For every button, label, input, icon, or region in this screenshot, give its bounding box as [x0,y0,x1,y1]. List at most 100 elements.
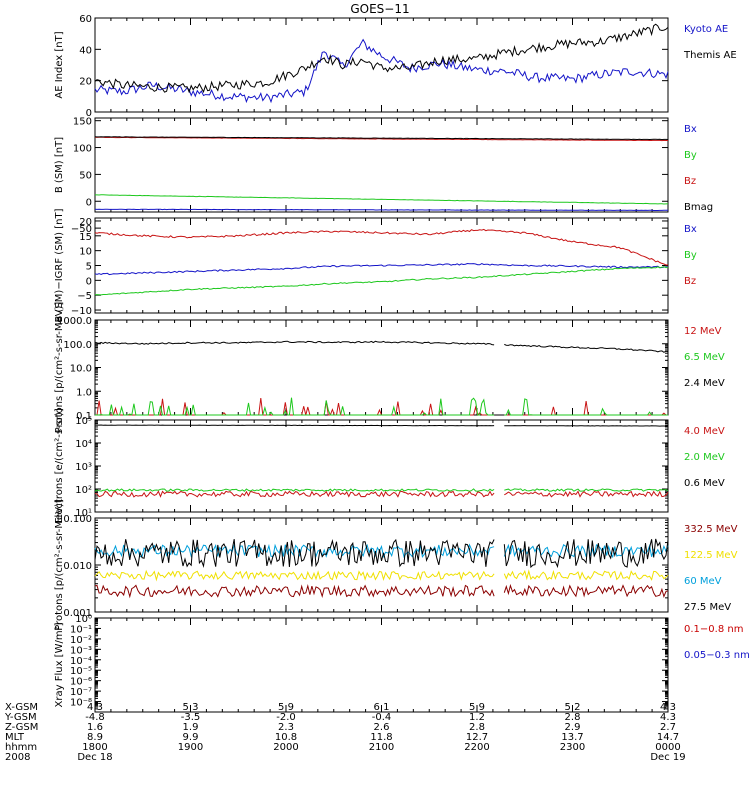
legend-entry: 6.5 MeV [684,352,725,363]
ephemeris-value: 1900 [178,742,203,753]
plot-title: GOES−11 [350,2,409,16]
ephemeris-value: 0000 [655,742,680,753]
series-line-4-0-mev [504,490,669,498]
series-line-122-5-mev [94,569,495,582]
y-tick-label: 10⁻⁶ [70,677,92,688]
y-tick-label: 10⁰ [75,614,92,625]
ephemeris-value: 2.9 [565,722,581,733]
series-line-2-0-mev [94,488,495,492]
series-line-kyoto-ae [94,38,669,104]
panel-2: 150 100 50 0 −50 B (SM) [nT] Bx By Bz Bmag [54,117,713,235]
y-tick-label: 5 [86,262,92,273]
y-tick-label: 0 [86,197,92,208]
ephemeris-value: 4.3 [87,702,103,713]
ephemeris-value: 10.8 [275,732,297,743]
series-line-332-5-mev [94,583,495,599]
ephemeris-value: 2.8 [469,722,485,733]
series-line-60-mev [503,543,669,559]
panel-4: 1000.0 100.0 10.0 1.0 0.1 Protons [p/(cm²-s-s… [54,302,725,434]
ephemeris-value: 5.3 [183,702,199,713]
ephemeris-value: 1.2 [469,712,485,723]
legend-entry: 122.5 MeV [684,550,738,561]
y-axis-label: AE Index [nT] [54,31,65,98]
y-tick-label: −50 [71,224,92,235]
legend-entry: 2.0 MeV [684,452,725,463]
ephemeris-value: 1.9 [183,722,199,733]
ephemeris-value: 11.8 [370,732,392,743]
ephemeris-value: 5.9 [278,702,294,713]
y-tick-label: 1000.0 [57,316,92,327]
ephemeris-value: 13.7 [561,732,583,743]
y-axis-label: Protons [p/(cm²-s-sr-MeV)] [54,302,65,434]
legend-entry: 2.4 MeV [684,378,725,389]
y-tick-label: 20 [79,77,92,88]
y-tick-label: 10⁻² [70,635,92,646]
legend-entry: Themis AE [683,50,737,61]
ephemeris-value: -3.5 [181,712,201,723]
ephemeris-value: -0.4 [372,712,392,723]
y-tick-label: 100 [73,144,92,155]
ephemeris-value: 2100 [369,742,394,753]
panel-frame [94,517,669,613]
series-line-6-5-mev [95,397,495,416]
series-line-2-4-mev [94,340,495,346]
legend-entry: Bx [684,224,697,235]
series-line-by [94,266,669,296]
series-line-2-4-mev [504,343,669,353]
series-line-122-5-mev [503,569,669,581]
y-tick-label: 0.010 [63,561,92,572]
ephemeris-value: 12.7 [466,732,488,743]
y-tick-label: 10⁻⁸ [70,698,92,709]
y-tick-label: 10² [75,485,92,496]
ephemeris-value: 2300 [560,742,585,753]
series-line-0-6-mev [504,425,669,427]
series-line-60-mev [94,543,495,559]
ephemeris-value: 4.3 [660,712,676,723]
series-line-themis-ae [94,23,669,94]
y-tick-label: 0.100 [63,514,92,525]
y-tick-label: 10⁻⁷ [70,687,92,698]
ephemeris-value: 1800 [82,742,107,753]
ephemeris-row-label: X-GSM [5,702,38,713]
series-line-by [95,194,669,205]
y-tick-label: 100.0 [63,340,92,351]
y-tick-label: 10¹ [75,508,92,519]
y-tick-label: 15 [79,232,92,243]
series-line-bz [94,228,669,266]
ephemeris-value: 1.6 [87,722,103,733]
y-tick-label: 10⁵ [75,416,92,427]
ephemeris-value: 2.3 [278,722,294,733]
legend-entry: 0.1−0.8 nm [684,624,743,635]
ephemeris-value: 2.8 [565,712,581,723]
ephemeris-value: 4.3 [660,702,676,713]
series-line-12-mev [95,397,495,416]
y-tick-label: 10.0 [70,364,92,375]
legend-entry: 27.5 MeV [684,602,731,613]
panel-frame [94,617,669,713]
y-tick-label: 40 [79,45,92,56]
y-tick-label: 10⁻⁴ [70,656,92,667]
panel-1: 0 20 40 60 AE Index [nT] Kyoto AE Themis AE [54,14,737,119]
ephemeris-value: 5.9 [469,702,485,713]
legend-entry: 12 MeV [684,326,722,337]
ephemeris-value: 14.7 [657,732,679,743]
y-tick-label: 10³ [75,462,92,473]
ephemeris-row-label: hhmm [5,742,37,753]
y-tick-label: 10 [79,247,92,258]
ephemeris-row-label: Z-GSM [5,722,38,733]
legend-entry: Kyoto AE [684,24,728,35]
y-tick-label: 150 [73,117,92,128]
legend-entry: 0.6 MeV [684,478,725,489]
y-axis-label: Protons [p/(cm²-s-sr-MeV)] [54,499,65,631]
legend-entry: Bz [684,176,696,187]
ephemeris-value: 6.1 [374,702,390,713]
y-tick-label: 0 [86,108,92,119]
y-tick-label: 0.1 [76,411,92,422]
ephemeris-value: 2.6 [374,722,390,733]
series-line-332-5-mev [503,583,669,599]
y-tick-label: 10⁻³ [70,645,92,656]
y-tick-label: 1.0 [76,387,92,398]
